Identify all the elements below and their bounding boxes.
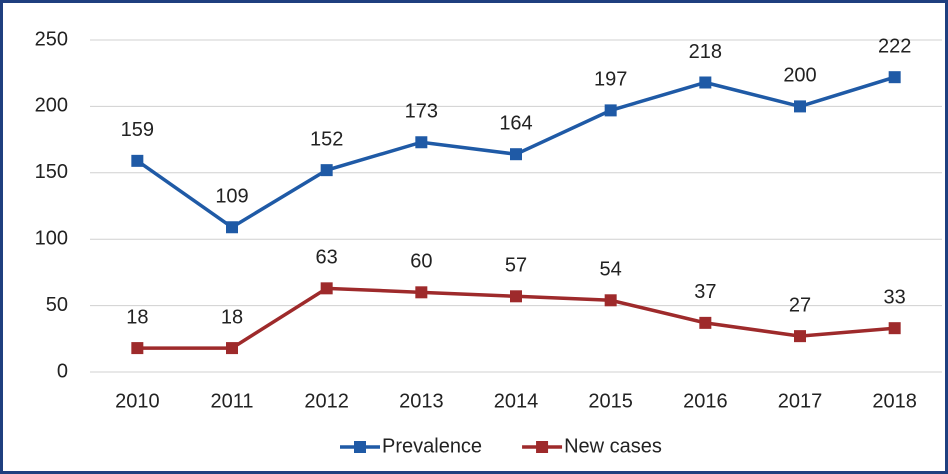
point <box>320 164 333 177</box>
x-tick-label: 2011 <box>210 390 253 412</box>
point <box>226 221 238 234</box>
x-tick-label: 2013 <box>399 390 444 412</box>
data-label: 54 <box>600 259 622 281</box>
data-label: 164 <box>499 112 532 134</box>
point <box>510 148 522 161</box>
point <box>699 76 712 89</box>
data-label: 197 <box>594 69 627 91</box>
legend-marker <box>354 441 366 453</box>
y-tick-label: 50 <box>46 294 68 316</box>
data-label: 159 <box>121 119 154 141</box>
y-tick-label: 150 <box>35 161 68 183</box>
y-tick-label: 100 <box>35 227 68 249</box>
point <box>604 294 617 307</box>
point <box>794 330 806 343</box>
point <box>888 322 901 335</box>
data-label: 63 <box>316 247 338 269</box>
data-label: 200 <box>783 65 816 87</box>
x-tick-label: 2014 <box>494 390 539 412</box>
point <box>131 342 144 355</box>
point <box>699 316 712 329</box>
legend-marker <box>536 441 549 453</box>
x-tick-label: 2015 <box>588 390 633 412</box>
point <box>131 154 144 167</box>
point <box>320 282 333 295</box>
data-label: 33 <box>884 286 906 308</box>
legend-label: New cases <box>564 435 662 457</box>
data-label: 37 <box>694 281 716 303</box>
x-tick-label: 2012 <box>304 390 349 412</box>
data-label: 60 <box>410 251 432 273</box>
point <box>415 136 428 149</box>
data-label: 18 <box>221 306 243 328</box>
y-tick-label: 250 <box>35 28 68 50</box>
point <box>888 71 901 84</box>
point <box>604 104 617 117</box>
data-label: 173 <box>405 101 438 123</box>
x-tick-label: 2017 <box>778 390 823 412</box>
x-tick-label: 2016 <box>683 390 728 412</box>
point <box>510 290 522 303</box>
point <box>415 286 428 299</box>
point <box>794 100 806 113</box>
y-tick-label: 200 <box>35 95 68 117</box>
x-tick-label: 2010 <box>115 390 160 412</box>
data-label: 152 <box>310 128 343 150</box>
data-label: 27 <box>789 294 811 316</box>
x-tick-label: 2018 <box>872 390 917 412</box>
legend-label: Prevalence <box>382 435 482 457</box>
data-label: 218 <box>689 41 722 63</box>
data-label: 18 <box>126 306 148 328</box>
point <box>226 342 238 355</box>
data-label: 57 <box>505 255 527 277</box>
y-tick-label: 0 <box>57 360 68 382</box>
data-label: 222 <box>878 35 911 57</box>
data-label: 109 <box>215 186 248 208</box>
